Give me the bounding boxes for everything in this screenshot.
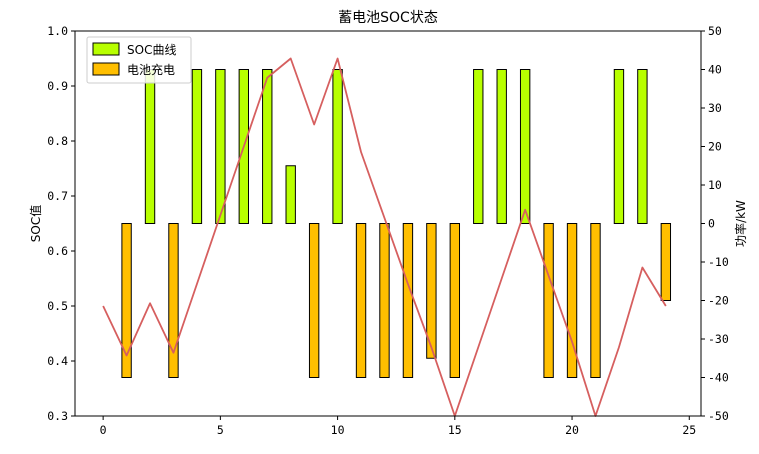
- y-right-tick-label: -50: [708, 409, 729, 423]
- y-right-tick-label: 40: [708, 63, 722, 77]
- soc-bar: [191, 69, 203, 224]
- soc-bar: [144, 69, 156, 224]
- x-tick-label: 0: [100, 423, 107, 437]
- y-right-tick-label: 10: [708, 178, 722, 192]
- y-left-tick-label: 0.3: [47, 409, 68, 423]
- charge-bar: [168, 223, 179, 378]
- charge-bar: [355, 223, 367, 378]
- soc-bar: [613, 69, 625, 224]
- charge-bar: [566, 223, 578, 378]
- soc-bar: [215, 69, 226, 224]
- y-right-tick-label: -10: [708, 255, 729, 269]
- charge-bar: [121, 223, 132, 378]
- soc-line: [102, 57, 667, 417]
- charge-bar: [449, 223, 461, 378]
- y-left-tick-label: 1.0: [47, 24, 68, 38]
- soc-bar: [332, 69, 343, 224]
- soc-bar: [637, 69, 648, 224]
- y-right-tick-label: 20: [708, 140, 722, 154]
- axes-layer: 0 5 10 15 20 25 0.3 0.4 0.5 0.6 0.7 0.8 0.9 1.0 -50 -40…: [47, 24, 729, 437]
- legend-label-charge: 电池充电: [127, 62, 175, 77]
- charge-bar: [379, 223, 390, 378]
- legend-label-soc: SOC曲线: [127, 43, 176, 57]
- charge-bar: [590, 223, 601, 378]
- soc-bar: [519, 69, 531, 224]
- y-right-tick-label: 0: [708, 217, 715, 231]
- y-left-tick-label: 0.9: [47, 79, 68, 93]
- chart-title: 蓄电池SOC状态: [338, 10, 438, 26]
- charge-bar: [308, 223, 320, 378]
- y-right-tick-label: 50: [708, 24, 722, 38]
- charge-bar: [660, 223, 672, 301]
- x-tick-label: 10: [331, 423, 345, 437]
- soc-bar: [285, 165, 296, 224]
- y-right-tick-label: -30: [708, 332, 729, 346]
- charge-bar: [402, 223, 414, 378]
- x-tick-label: 15: [448, 423, 462, 437]
- y-left-tick-label: 0.4: [47, 354, 68, 368]
- legend-swatch-soc: [92, 42, 120, 56]
- legend-swatch-charge: [92, 62, 120, 76]
- y-right-tick-label: -40: [708, 371, 729, 385]
- x-tick-label: 25: [682, 423, 696, 437]
- y-left-tick-label: 0.5: [47, 299, 68, 313]
- charge-bar: [426, 223, 437, 359]
- x-tick-label: 20: [565, 423, 579, 437]
- bars-layer: [121, 69, 672, 378]
- soc-bar: [496, 69, 507, 224]
- y-left-tick-label: 0.6: [47, 244, 68, 258]
- y-right-tick-label: 30: [708, 101, 722, 115]
- y-axis-right-label: 功率/kW: [733, 200, 748, 247]
- legend: SOC曲线 电池充电: [86, 36, 192, 84]
- y-right-tick-label: -20: [708, 294, 729, 308]
- y-left-tick-label: 0.8: [47, 134, 68, 148]
- charge-bar: [543, 223, 554, 378]
- line-layer: [102, 57, 667, 417]
- soc-bar: [473, 69, 484, 224]
- y-left-tick-label: 0.7: [47, 189, 68, 203]
- x-tick-label: 5: [217, 423, 224, 437]
- soc-bar: [262, 69, 273, 224]
- y-axis-left-label: SOC值: [28, 205, 43, 242]
